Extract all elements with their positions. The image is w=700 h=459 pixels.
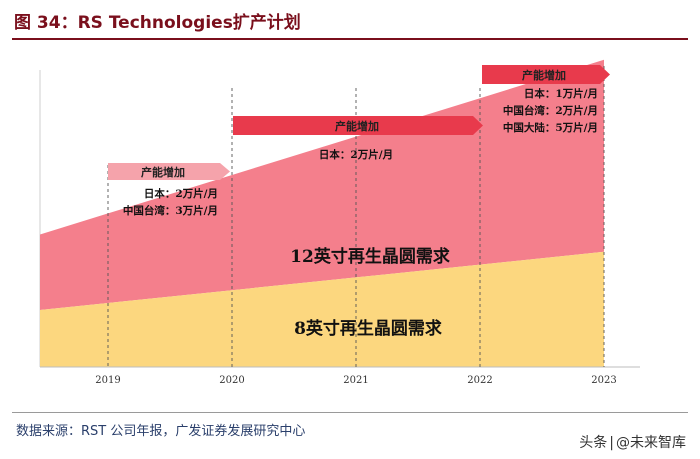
x-tick-label: 2022	[467, 375, 492, 386]
annotation-line: 日本：2万片/月	[319, 148, 393, 161]
x-tick-label: 2023	[591, 375, 616, 386]
area-8-inch-demand	[40, 251, 604, 367]
annotation-line: 中国台湾：2万片/月	[503, 104, 598, 117]
series-label-8-inch: 8英寸再生晶圆需求	[294, 318, 442, 339]
x-tick-label: 2021	[343, 375, 368, 386]
banner-heading-2020-2022: 产能增加	[335, 119, 379, 133]
figure-title: 图 34：RS Technologies扩产计划	[14, 13, 301, 33]
annotation-line: 日本：2万片/月	[144, 187, 218, 200]
series-label-12-inch: 12英寸再生晶圆需求	[290, 246, 450, 267]
annotation-line: 中国大陆：5万片/月	[503, 121, 598, 134]
x-tick-label: 2019	[95, 375, 120, 386]
expansion-chart: 2019 2020 2021 2022 2023 12英寸再生晶圆需求 8英寸再生晶圆需求 产…	[39, 59, 640, 386]
source-divider	[12, 412, 688, 413]
watermark-handle: @未来智库	[616, 435, 686, 451]
watermark: 头条 | @未来智库	[575, 431, 690, 453]
banner-heading-2022-2023: 产能增加	[522, 68, 566, 82]
x-tick-label: 2020	[219, 375, 244, 386]
banner-2019-2020	[108, 163, 230, 180]
title-divider	[12, 38, 688, 40]
banner-2022-2023	[482, 65, 610, 84]
annotation-line: 日本：1万片/月	[524, 87, 598, 100]
watermark-prefix: 头条	[579, 435, 608, 451]
banner-2020-2022	[233, 116, 483, 135]
data-source: 数据来源：RST 公司年报，广发证券发展研究中心	[16, 424, 306, 439]
banner-heading-2019-2020: 产能增加	[141, 165, 185, 179]
annotation-line: 中国台湾：3万片/月	[123, 204, 218, 217]
